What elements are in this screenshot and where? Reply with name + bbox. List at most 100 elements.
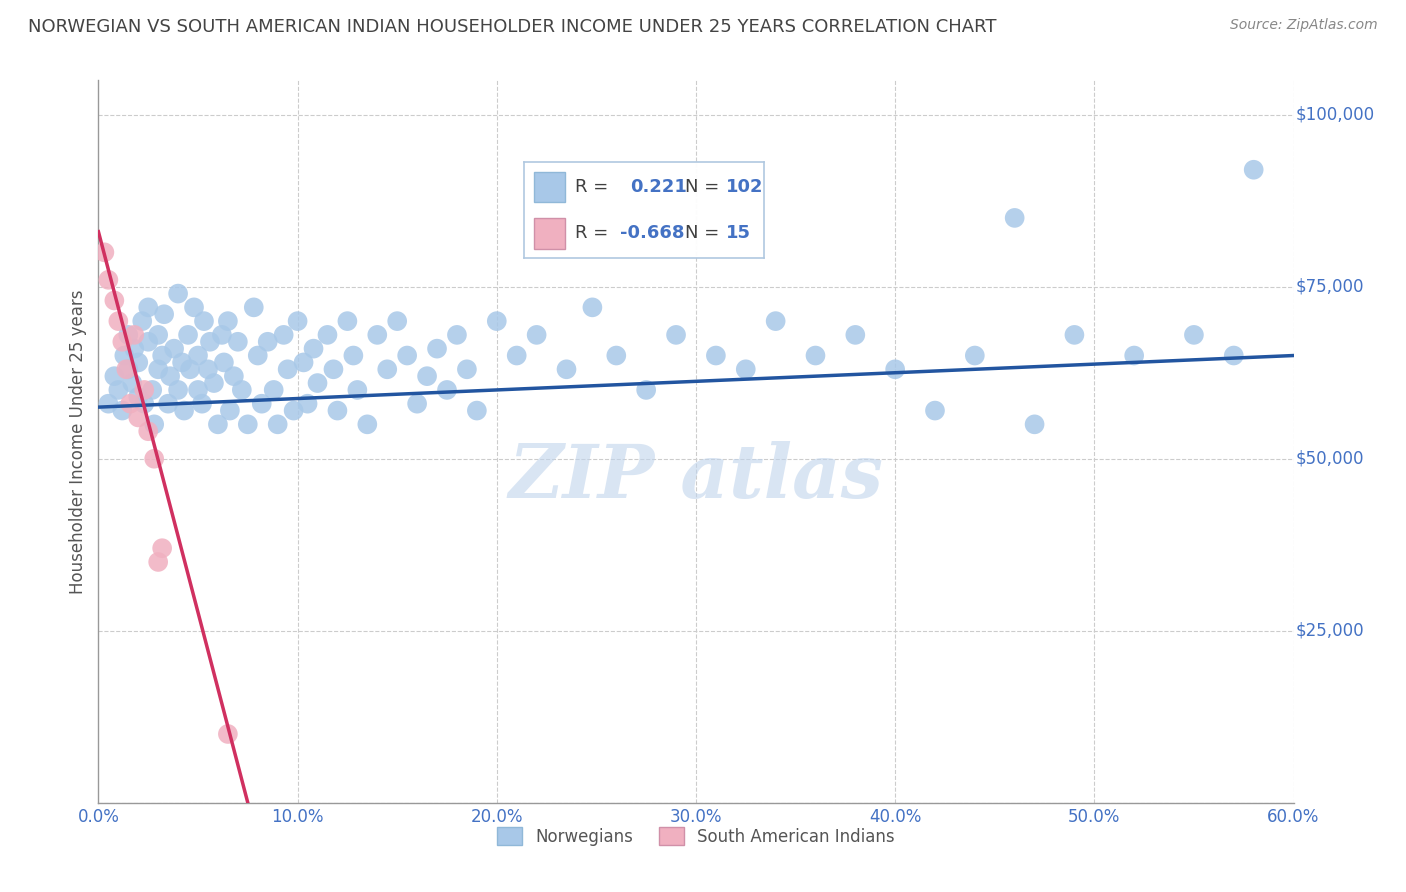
Point [157,397,180,411]
Point [375,362,398,376]
Point [115,362,138,376]
Point [844,327,866,342]
Point [107,314,129,328]
Point [136,424,159,438]
Point [177,327,200,342]
Point [111,334,134,349]
Point [506,349,529,363]
Point [172,355,194,369]
Point [148,362,170,376]
Point [136,301,159,315]
Point [636,383,658,397]
Point [117,362,139,376]
Point [148,327,170,342]
Point [112,349,135,363]
Point [526,327,548,342]
Point [277,362,299,376]
Text: Source: ZipAtlas.com: Source: ZipAtlas.com [1230,18,1378,32]
Point [131,314,153,328]
Point [963,349,986,363]
Point [256,334,278,349]
Point [1223,349,1246,363]
Point [267,417,290,432]
Point [173,403,195,417]
Point [385,314,409,328]
Point [127,410,149,425]
Point [217,727,239,741]
Point [292,355,315,369]
Text: -0.668: -0.668 [620,224,685,242]
Point [307,376,329,390]
Point [212,355,235,369]
Point [804,349,827,363]
Point [302,342,325,356]
Point [222,369,245,384]
Text: R =: R = [575,224,607,242]
Point [148,555,170,569]
Point [97,397,120,411]
Point [263,383,285,397]
Point [581,301,603,315]
Point [665,327,688,342]
Point [153,307,176,321]
Point [143,417,166,432]
Point [485,314,508,328]
Point [446,327,468,342]
Point [226,334,249,349]
Text: $75,000: $75,000 [1296,277,1364,296]
Point [93,245,115,260]
Point [436,383,458,397]
Point [734,362,756,376]
Point [243,301,266,315]
Point [346,383,368,397]
Text: NORWEGIAN VS SOUTH AMERICAN INDIAN HOUSEHOLDER INCOME UNDER 25 YEARS CORRELATION: NORWEGIAN VS SOUTH AMERICAN INDIAN HOUSE… [28,18,997,36]
Text: 102: 102 [725,178,763,196]
Point [297,397,319,411]
Point [326,403,349,417]
Point [366,327,388,342]
Point [1182,327,1205,342]
Point [143,451,166,466]
Text: 15: 15 [725,224,751,242]
Text: $50,000: $50,000 [1296,450,1364,467]
Point [1243,162,1265,177]
Point [191,397,214,411]
Point [159,369,181,384]
Point [163,342,186,356]
Point [167,286,190,301]
Point [1123,349,1146,363]
Text: N =: N = [685,178,720,196]
Text: $100,000: $100,000 [1296,105,1375,124]
Point [219,403,242,417]
Point [124,327,146,342]
Point [150,541,173,556]
Text: R =: R = [575,178,607,196]
Point [103,369,125,384]
Point [134,383,156,397]
Point [1004,211,1026,225]
Point [236,417,259,432]
Point [342,349,364,363]
Point [1063,327,1085,342]
Point [197,362,219,376]
Point [246,349,269,363]
Text: ZIP atlas: ZIP atlas [509,442,883,514]
Point [150,349,173,363]
Point [765,314,787,328]
Point [124,342,146,356]
Point [193,314,215,328]
Point [287,314,309,328]
Text: N =: N = [685,224,720,242]
Point [396,349,419,363]
Point [207,417,229,432]
Point [111,403,134,417]
Point [97,273,120,287]
Point [167,383,190,397]
Point [107,383,129,397]
Point [134,397,156,411]
Point [127,355,149,369]
Legend: Norwegians, South American Indians: Norwegians, South American Indians [491,821,901,852]
Point [465,403,488,417]
Point [316,327,339,342]
Point [704,349,727,363]
